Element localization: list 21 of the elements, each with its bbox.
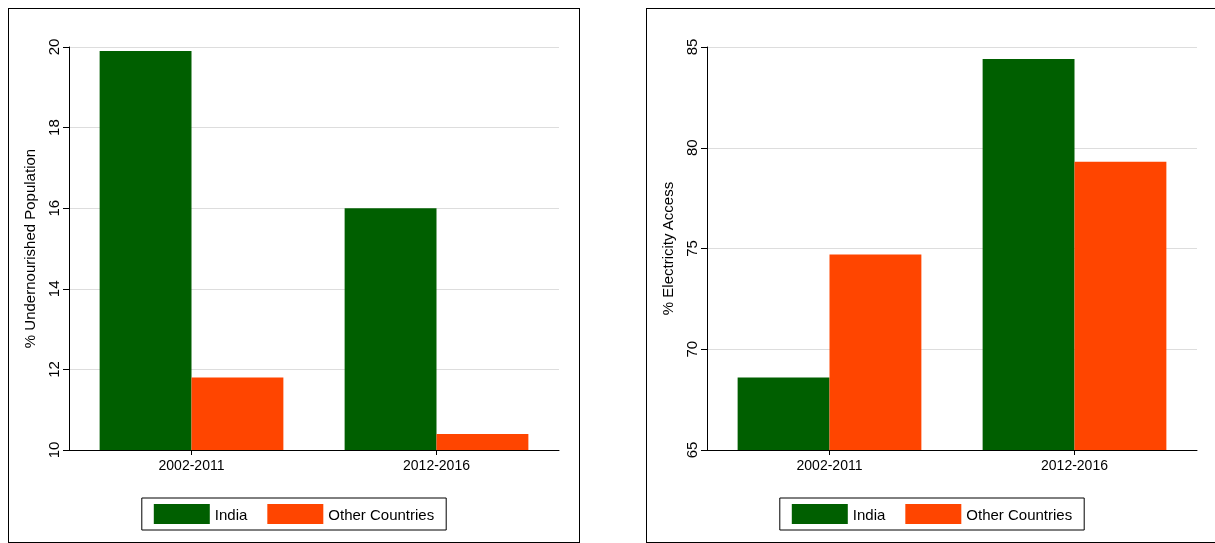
y-tick-label: 75 (683, 240, 700, 257)
legend-label: India (214, 505, 248, 523)
y-tick-label: 65 (683, 441, 700, 459)
legend-label: Other Countries (328, 505, 435, 523)
y-tick-label: 85 (683, 38, 700, 56)
y-tick-label: 70 (683, 340, 700, 358)
y-tick-label: 20 (45, 38, 62, 56)
x-tick-label: 2012-2016 (403, 457, 471, 473)
y-tick-label: 80 (683, 139, 700, 157)
y-axis-title: % Undernourished Population (21, 148, 38, 349)
y-axis-title: % Electricity Access (659, 181, 676, 316)
x-tick-label: 2012-2016 (1041, 457, 1109, 473)
legend-label: Other Countries (966, 505, 1073, 523)
y-tick-label: 14 (45, 280, 62, 298)
x-tick-label: 2002-2011 (796, 457, 863, 473)
y-tick-label: 10 (45, 441, 62, 459)
legend-label: India (852, 505, 886, 523)
x-tick-label: 2002-2011 (158, 457, 225, 473)
y-tick-label: 12 (45, 361, 62, 378)
y-tick-label: 16 (45, 199, 62, 217)
y-tick-label: 18 (45, 119, 62, 136)
